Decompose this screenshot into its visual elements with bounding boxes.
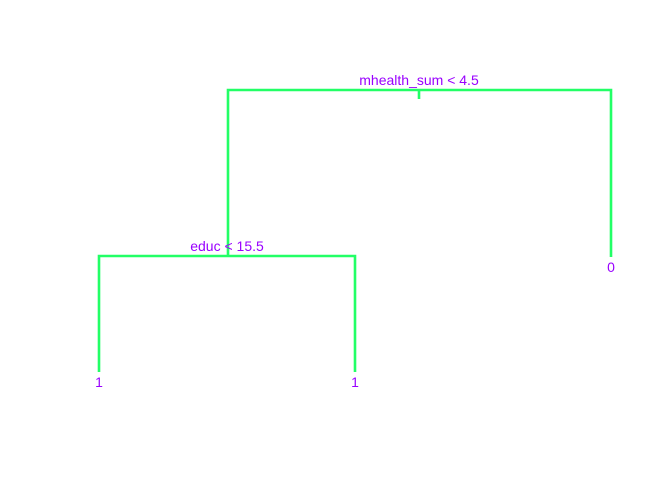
educ-branch (97, 254, 357, 372)
educ-split-label: educ < 15.5 (190, 238, 264, 254)
root-branch (226, 88, 613, 257)
leaf-label-right: 0 (607, 259, 615, 275)
leaf-label-left-right: 1 (351, 374, 359, 390)
leaf-label-left-left: 1 (95, 374, 103, 390)
root-split-label: mhealth_sum < 4.5 (359, 72, 479, 88)
